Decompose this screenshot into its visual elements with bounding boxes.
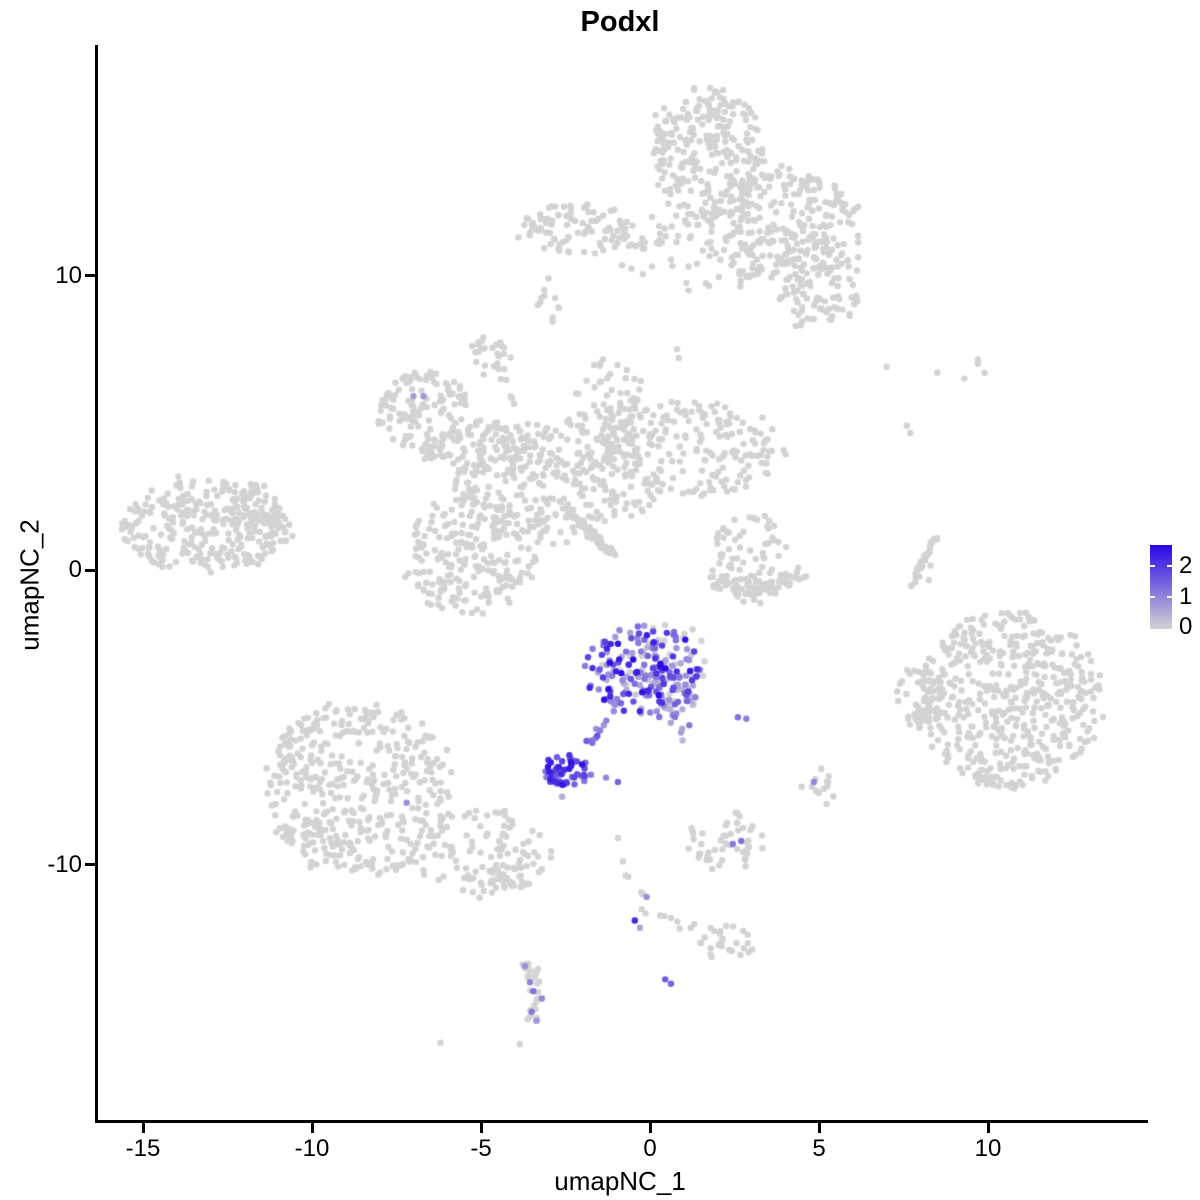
legend-gradient-bar — [1150, 545, 1172, 629]
y-tick-label: -10 — [47, 850, 82, 878]
x-axis-label: umapNC_1 — [554, 1166, 686, 1196]
y-tick-label: 10 — [55, 261, 82, 289]
x-tick-label: 5 — [812, 1135, 826, 1162]
legend-tick-label: 0 — [1179, 613, 1193, 640]
y-tick-mark — [85, 274, 95, 277]
x-tick-label: 10 — [974, 1135, 1002, 1162]
x-tick-mark — [986, 1123, 990, 1133]
legend-tick-mark — [1150, 595, 1155, 598]
x-tick-mark — [479, 1123, 483, 1133]
y-tick-mark — [85, 863, 95, 866]
x-tick-mark — [648, 1123, 652, 1133]
y-axis-label: umapNC_2 — [14, 519, 45, 651]
y-tick-mark — [85, 568, 95, 572]
legend-tick-mark — [1167, 565, 1172, 567]
plot-title: Podxl — [580, 6, 660, 38]
x-tick-mark — [141, 1123, 145, 1133]
x-tick-mark — [817, 1123, 821, 1133]
plot-panel — [95, 45, 1148, 1123]
legend-tick-label: 1 — [1179, 582, 1193, 610]
legend-tick-label: 2 — [1179, 552, 1193, 579]
x-tick-label: -15 — [125, 1135, 161, 1162]
x-tick-label: -10 — [294, 1135, 330, 1162]
y-tick-label: 0 — [68, 556, 82, 583]
x-tick-label: 0 — [643, 1135, 657, 1162]
legend-tick-mark — [1150, 565, 1155, 567]
x-tick-label: -5 — [470, 1135, 492, 1162]
x-tick-mark — [310, 1123, 314, 1133]
legend-tick-mark — [1167, 595, 1172, 598]
